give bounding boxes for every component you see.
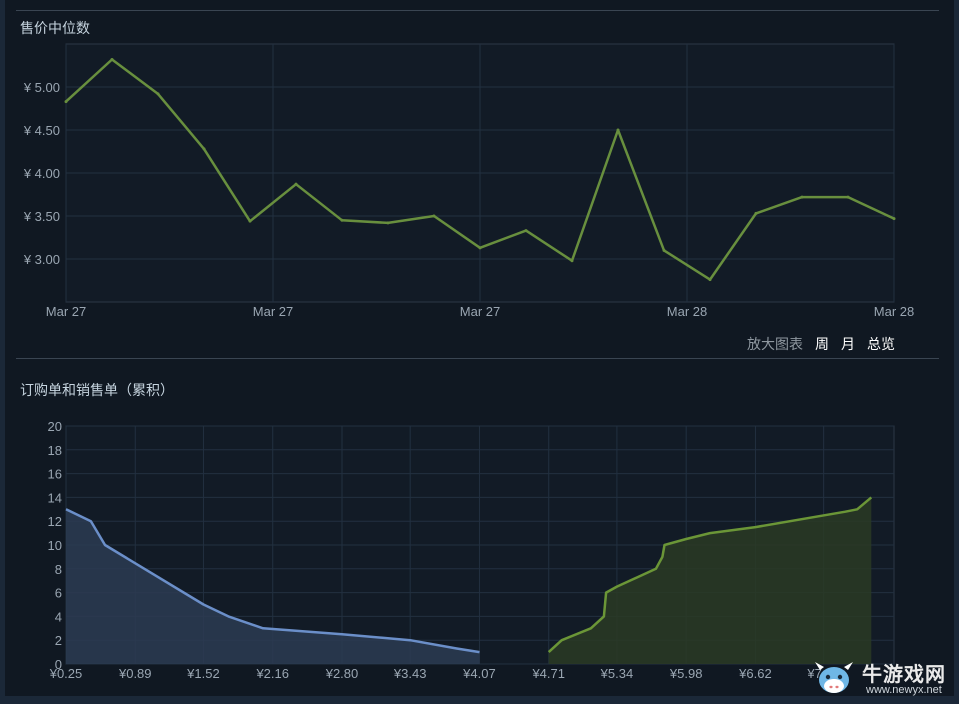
y-tick-label: ¥ 4.50: [23, 123, 60, 138]
buy-orders-area: [66, 509, 480, 664]
median-price-point: [64, 100, 68, 104]
median-price-point: [432, 214, 436, 218]
x-tick-label: ¥6.62: [738, 666, 772, 681]
median-price-point: [386, 221, 390, 225]
sell-orders-line: [547, 496, 873, 654]
median-price-point: [754, 211, 758, 215]
x-tick-label: Mar 27: [46, 304, 86, 319]
y-tick-label: 16: [48, 467, 62, 482]
y-tick-label: 0: [55, 657, 62, 672]
y-tick-label: 2: [55, 633, 62, 648]
x-tick-label: Mar 28: [667, 304, 707, 319]
x-tick-label: Mar 27: [253, 304, 293, 319]
y-tick-label: 12: [48, 514, 62, 529]
y-tick-label: 10: [48, 538, 62, 553]
x-tick-label: ¥0.89: [118, 666, 152, 681]
y-tick-label: 20: [48, 419, 62, 434]
watermark: 牛游戏网 www.newyx.net: [812, 656, 958, 700]
y-tick-label: ¥ 3.00: [23, 252, 60, 267]
median-price-chart[interactable]: ¥ 5.00 ¥ 4.50 ¥ 4.00 ¥ 3.50 ¥ 3.00 Mar 27 Mar …: [0, 0, 959, 330]
sell-orders-area: [548, 497, 872, 664]
middle-divider: [16, 358, 939, 359]
x-tick-label: ¥4.07: [462, 666, 496, 681]
median-price-point: [294, 182, 298, 186]
y-tick-label: 18: [48, 443, 62, 458]
median-price-point: [524, 229, 528, 233]
median-price-title: 售价中位数: [20, 20, 90, 36]
x-tick-label: Mar 27: [460, 304, 500, 319]
median-price-point: [800, 195, 804, 199]
watermark-name: 牛游戏网: [862, 664, 946, 686]
median-price-point: [340, 218, 344, 222]
median-price-point: [110, 57, 114, 61]
y-tick-label: ¥ 3.50: [23, 209, 60, 224]
median-price-point: [892, 217, 896, 221]
y-tick-label: 6: [55, 586, 62, 601]
median-price-point: [248, 219, 252, 223]
median-price-point: [616, 128, 620, 132]
median-price-point: [202, 147, 206, 151]
y-tick-label: ¥ 5.00: [23, 80, 60, 95]
median-price-point: [570, 259, 574, 263]
orders-title: 订购单和销售单（累积）: [20, 382, 174, 398]
x-tick-label: ¥5.98: [669, 666, 703, 681]
x-tick-label: ¥0.25: [49, 666, 83, 681]
median-price-point: [156, 92, 160, 96]
x-tick-label: ¥2.80: [325, 666, 359, 681]
zoom-week-button[interactable]: 周: [815, 336, 829, 352]
zoom-controls: 放大图表 周 月 总览: [747, 334, 895, 354]
x-tick-label: ¥5.34: [600, 666, 634, 681]
median-price-point: [662, 248, 666, 252]
zoom-label: 放大图表: [747, 336, 803, 352]
zoom-overview-button[interactable]: 总览: [867, 336, 895, 352]
median-price-point: [708, 278, 712, 282]
y-tick-label: 14: [48, 490, 62, 505]
cow-mascot-icon: [815, 662, 853, 693]
zoom-month-button[interactable]: 月: [841, 336, 855, 352]
y-tick-label: 4: [55, 609, 62, 624]
x-tick-label: ¥4.71: [531, 666, 565, 681]
watermark-url: www.newyx.net: [866, 684, 942, 696]
y-tick-label: ¥ 4.00: [23, 166, 60, 181]
y-tick-label: 8: [55, 562, 62, 577]
x-tick-label: Mar 28: [874, 304, 914, 319]
x-tick-label: ¥3.43: [393, 666, 427, 681]
buy-orders-line: [65, 508, 480, 654]
median-price-point: [478, 246, 482, 250]
median-price-point: [846, 195, 850, 199]
top-divider: [16, 10, 939, 11]
x-tick-label: ¥1.52: [186, 666, 220, 681]
x-tick-label: ¥2.16: [255, 666, 289, 681]
